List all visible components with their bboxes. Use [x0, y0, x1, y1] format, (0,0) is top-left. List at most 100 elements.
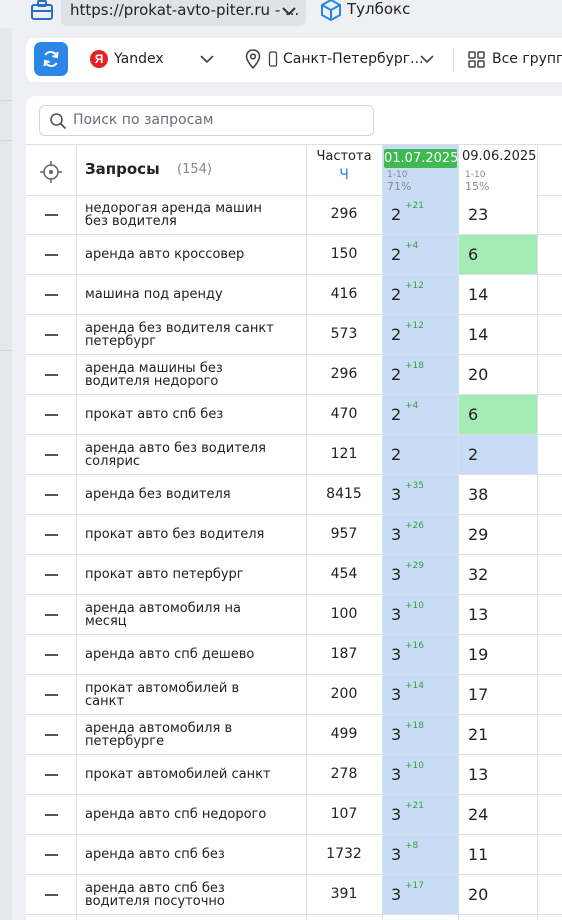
location-pin-icon — [245, 49, 261, 73]
row-toggle-button[interactable] — [45, 814, 58, 816]
position-cell-current: 2 +4 — [383, 395, 458, 434]
position-change: +21 — [405, 801, 424, 811]
cube-icon[interactable] — [320, 0, 342, 22]
row-toggle-button[interactable] — [45, 214, 58, 216]
chevron-down-icon[interactable] — [199, 51, 215, 71]
position-cell-previous: 6 — [459, 395, 537, 434]
position-cell-previous: 6 — [459, 235, 537, 274]
search-input[interactable]: Поиск по запросам — [39, 105, 374, 136]
position-cell-previous: 14 — [459, 275, 537, 314]
query-text: аренда авто без водителя солярис — [85, 440, 266, 469]
position-cell-previous: 29 — [459, 515, 537, 554]
table-row[interactable]: недорогая аренда машин без водителя 296 2 +… — [26, 195, 562, 235]
date-column-header-current[interactable]: 01.07.2025 — [384, 149, 459, 168]
row-toggle-button[interactable] — [45, 534, 58, 536]
table-row[interactable]: прокат авто спб без 470 2 +4 6 — [26, 395, 562, 435]
row-toggle-button[interactable] — [45, 894, 58, 896]
frequency-column-header[interactable]: Частота — [316, 149, 372, 164]
row-toggle-button[interactable] — [45, 254, 58, 256]
position-value: 3 — [391, 805, 402, 824]
table-row[interactable]: аренда авто спб недорого 107 3 +21 24 — [26, 795, 562, 835]
frequency-value: 100 — [330, 606, 358, 622]
browser-top-strip: https://prokat-avto-piter.ru - ... Тулбо… — [0, 0, 562, 28]
position-cell-current: 3 +35 — [383, 475, 458, 514]
left-sidebar-edge — [0, 28, 12, 920]
position-value: 2 — [391, 365, 402, 384]
row-toggle-button[interactable] — [45, 294, 58, 296]
query-text: аренда авто кроссовер — [85, 247, 245, 262]
position-cell-previous: 20 — [459, 875, 537, 914]
position-change: +26 — [405, 521, 424, 531]
row-toggle-button[interactable] — [45, 694, 58, 696]
position-change: +4 — [405, 401, 419, 411]
position-value: 3 — [391, 525, 402, 544]
position-change: +17 — [405, 881, 424, 891]
row-toggle-button[interactable] — [45, 734, 58, 736]
table-row[interactable]: аренда машины без водителя недорого 296 2 +… — [26, 355, 562, 395]
row-toggle-button[interactable] — [45, 614, 58, 616]
row-toggle-button[interactable] — [45, 454, 58, 456]
query-text: аренда авто спб дешево — [85, 647, 255, 662]
table-row[interactable]: аренда без водителя 8415 3 +35 38 — [26, 475, 562, 515]
query-text: прокат автомобилей в санкт — [85, 680, 240, 709]
column-divider — [76, 144, 77, 920]
queries-column-header[interactable]: Запросы — [85, 160, 160, 178]
divider — [0, 350, 12, 351]
query-text: аренда авто спб без водителя посуточно — [85, 880, 225, 909]
mobile-device-icon — [268, 51, 278, 71]
toolbox-link[interactable]: Тулбокс — [347, 0, 411, 18]
frequency-type[interactable]: Ч — [339, 167, 349, 183]
position-cell-current: 3 +10 — [383, 755, 458, 794]
row-toggle-button[interactable] — [45, 334, 58, 336]
position-value: 20 — [468, 885, 489, 904]
position-cell-current: 2 — [383, 435, 458, 474]
groups-select[interactable]: Все группы — [492, 51, 562, 67]
position-cell-previous: 20 — [459, 355, 537, 394]
table-row[interactable]: аренда без водителя санкт петербург 573 2 +… — [26, 315, 562, 355]
table-row[interactable]: аренда автомобиля в петербурге 499 3 +18 21 — [26, 715, 562, 755]
row-toggle-button[interactable] — [45, 374, 58, 376]
table-row[interactable]: аренда авто кроссовер 150 2 +4 6 — [26, 235, 562, 275]
row-toggle-button[interactable] — [45, 574, 58, 576]
position-cell-current: 2 +18 — [383, 355, 458, 394]
table-row[interactable]: аренда авто спб без водителя посуточно 39… — [26, 875, 562, 915]
position-cell-previous: 23 — [459, 195, 537, 234]
column-divider — [537, 144, 538, 920]
position-cell-current: 3 +8 — [383, 835, 458, 874]
table-row[interactable]: прокат автомобилей санкт 278 3 +10 13 — [26, 755, 562, 795]
position-change: +4 — [405, 241, 419, 251]
table-row[interactable]: машина под аренду 416 2 +12 14 — [26, 275, 562, 315]
position-cell-previous: 11 — [459, 835, 537, 874]
date-column-header-previous[interactable]: 09.06.2025 — [462, 149, 537, 164]
row-toggle-button[interactable] — [45, 774, 58, 776]
search-engine-select[interactable]: Yandex — [114, 51, 164, 67]
table-row[interactable]: аренда авто спб дешево 187 3 +16 19 — [26, 635, 562, 675]
briefcase-icon[interactable] — [30, 0, 54, 22]
frequency-value: 391 — [330, 886, 358, 902]
table-row[interactable]: прокат авто петербург 454 3 +29 32 — [26, 555, 562, 595]
row-toggle-button[interactable] — [45, 654, 58, 656]
frequency-value: 200 — [330, 686, 358, 702]
position-change: +8 — [405, 841, 419, 851]
position-cell-previous: 38 — [459, 475, 537, 514]
column-divider — [382, 144, 383, 920]
table-row[interactable]: прокат авто без водителя 957 3 +26 29 — [26, 515, 562, 555]
row-toggle-button[interactable] — [45, 494, 58, 496]
row-toggle-button[interactable] — [45, 414, 58, 416]
project-url-dropdown[interactable]: https://prokat-avto-piter.ru - ... — [61, 0, 306, 26]
table-row[interactable]: аренда авто спб без 1732 3 +8 11 — [26, 835, 562, 875]
frequency-value: 296 — [330, 206, 358, 222]
position-cell-previous: 14 — [459, 315, 537, 354]
position-cell-current: 3 +29 — [383, 555, 458, 594]
crosshair-icon[interactable] — [40, 161, 62, 187]
position-value: 14 — [468, 325, 489, 344]
refresh-button[interactable] — [34, 42, 68, 76]
region-select[interactable]: Санкт-Петербург... — [283, 51, 424, 67]
position-change: +14 — [405, 681, 424, 691]
position-value: 23 — [468, 205, 489, 224]
table-row[interactable]: прокат автомобилей в санкт 200 3 +14 17 — [26, 675, 562, 715]
row-toggle-button[interactable] — [45, 854, 58, 856]
table-row[interactable]: аренда авто без водителя солярис 121 2 2 — [26, 435, 562, 475]
chevron-down-icon[interactable] — [419, 51, 435, 71]
table-row[interactable]: аренда автомобиля на месяц 100 3 +10 13 — [26, 595, 562, 635]
